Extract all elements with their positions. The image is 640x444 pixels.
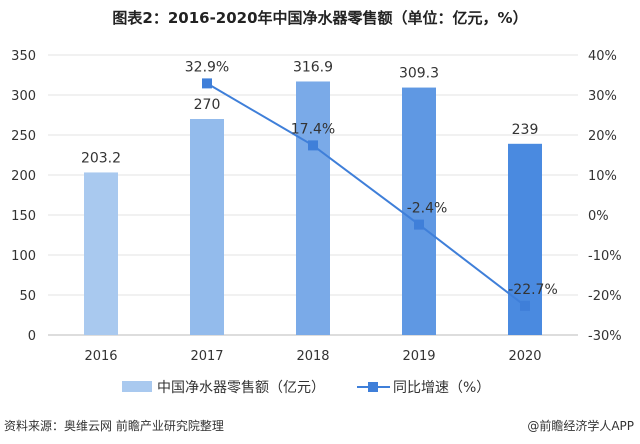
- bar: [190, 119, 224, 335]
- left-tick-label: 200: [11, 169, 36, 184]
- right-tick-label: 0%: [588, 209, 609, 224]
- left-tick-label: 250: [11, 129, 36, 144]
- line-data-label: 32.9%: [185, 59, 229, 75]
- line-marker: [202, 78, 212, 89]
- x-tick-label: 2016: [84, 349, 117, 364]
- right-tick-label: 10%: [588, 169, 617, 184]
- credit-note: @前瞻经济学人APP: [527, 419, 634, 433]
- legend-line-marker: [368, 382, 378, 392]
- x-tick-label: 2019: [402, 349, 435, 364]
- chart-title: 图表2：2016-2020年中国净水器零售额（单位：亿元，%）: [112, 9, 528, 27]
- bar-data-label: 270: [194, 97, 221, 113]
- line-marker: [414, 219, 424, 230]
- right-tick-label: 30%: [588, 89, 617, 104]
- x-tick-label: 2020: [508, 349, 541, 364]
- bar-data-label: 203.2: [81, 150, 121, 166]
- line-data-label: -2.4%: [407, 201, 448, 217]
- growth-line: [206, 82, 526, 307]
- right-tick-label: -30%: [588, 329, 622, 344]
- line-data-label: -22.7%: [508, 282, 558, 298]
- right-tick-label: 40%: [588, 49, 617, 64]
- bar: [84, 172, 118, 335]
- line-marker: [308, 140, 318, 151]
- left-tick-label: 150: [11, 209, 36, 224]
- line-data-label: 17.4%: [291, 121, 335, 137]
- left-tick-label: 0: [28, 329, 36, 344]
- right-tick-label: 20%: [588, 129, 617, 144]
- right-tick-label: -20%: [588, 289, 622, 304]
- legend-line-label: 同比增速（%）: [393, 380, 490, 396]
- left-tick-label: 100: [11, 249, 36, 264]
- bar-data-label: 316.9: [293, 59, 333, 75]
- legend-bar-swatch: [122, 381, 152, 392]
- bar: [402, 87, 436, 335]
- left-tick-label: 350: [11, 49, 36, 64]
- left-tick-label: 300: [11, 89, 36, 104]
- source-note: 资料来源：奥维云网 前瞻产业研究院整理: [4, 419, 224, 433]
- legend-bar-label: 中国净水器零售额（亿元）: [157, 380, 325, 396]
- bar: [296, 81, 330, 335]
- right-tick-label: -10%: [588, 249, 622, 264]
- x-tick-label: 2018: [296, 349, 329, 364]
- left-tick-label: 50: [19, 289, 36, 304]
- bar-data-label: 239: [512, 122, 539, 138]
- bar-data-label: 309.3: [399, 66, 439, 82]
- x-tick-label: 2017: [190, 349, 223, 364]
- line-marker: [520, 300, 530, 311]
